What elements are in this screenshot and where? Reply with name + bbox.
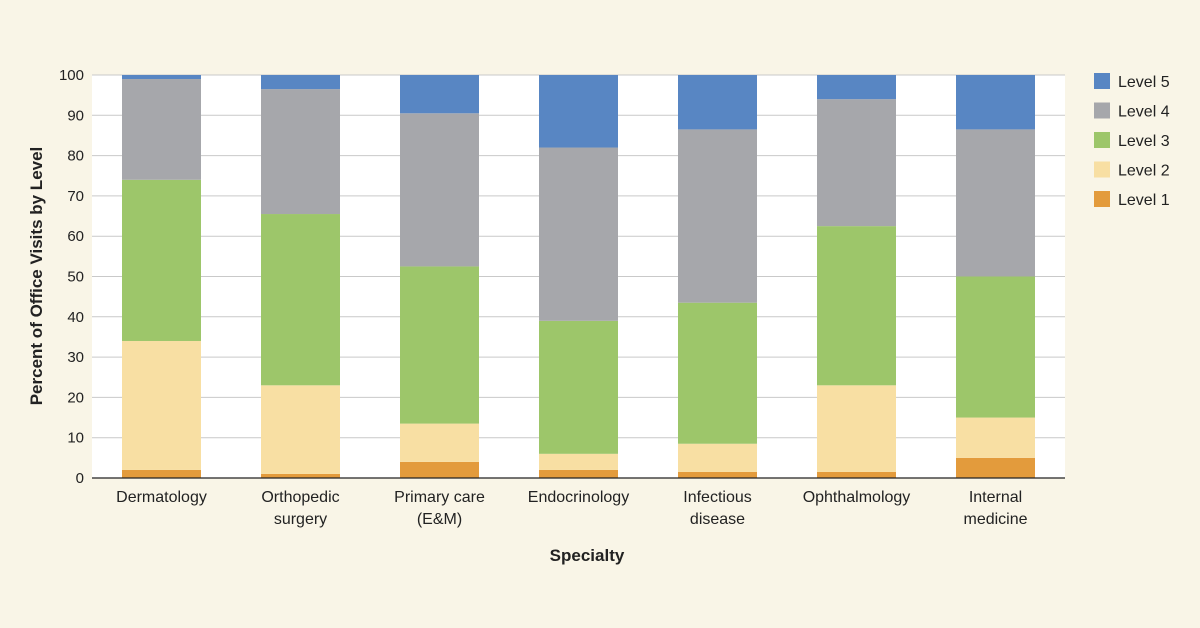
bar-segment [817, 75, 896, 100]
bar-segment [817, 471, 896, 478]
bar-segment [817, 385, 896, 472]
x-category-label: Orthopedic [261, 489, 339, 506]
legend-label: Level 3 [1118, 133, 1170, 150]
legend-label: Level 2 [1118, 163, 1170, 180]
x-category-label: medicine [963, 511, 1027, 528]
bar-segment [678, 443, 757, 472]
x-category-label: Primary care [394, 489, 485, 506]
legend: Level 5 Level 4 Level 3 Level 2 Level 1 [1094, 73, 1170, 209]
bar-segment [956, 276, 1035, 418]
y-axis-title: Percent of Office Visits by Level [27, 147, 46, 406]
x-category-label: surgery [274, 511, 327, 528]
bar-segment [122, 179, 201, 341]
bar-segment [817, 99, 896, 227]
bar-segment [261, 473, 340, 478]
bar-segment [678, 302, 757, 444]
bar-segment [261, 385, 340, 474]
bar-segment [956, 75, 1035, 130]
legend-swatch [1094, 161, 1110, 178]
bar-segment [956, 457, 1035, 478]
legend-label: Level 1 [1118, 192, 1170, 209]
bar-segment [539, 453, 618, 470]
x-axis-title: Specialty [550, 546, 625, 565]
bars [122, 75, 1035, 478]
bar-segment [122, 340, 201, 470]
bar-segment [122, 79, 201, 180]
bar-segment [539, 147, 618, 321]
y-axis-ticks: 0 10 20 30 40 50 60 70 80 90 100 [59, 67, 84, 487]
bar-segment [400, 461, 479, 478]
bar-segment [122, 75, 201, 80]
y-tick-label: 100 [59, 67, 84, 84]
x-category-label: (E&M) [417, 511, 462, 528]
bar-segment [261, 89, 340, 215]
bar-segment [956, 129, 1035, 277]
y-tick-label: 70 [67, 188, 84, 205]
bar-segment [261, 75, 340, 90]
x-category-label: disease [690, 511, 745, 528]
bar-segment [539, 469, 618, 478]
y-tick-label: 30 [67, 349, 84, 366]
y-tick-label: 50 [67, 269, 84, 286]
bar-segment [261, 214, 340, 386]
bar-segment [956, 417, 1035, 458]
bar-segment [539, 320, 618, 454]
bar-segment [400, 266, 479, 424]
y-tick-label: 0 [76, 470, 84, 487]
legend-swatch [1094, 191, 1110, 207]
y-tick-label: 60 [67, 228, 84, 245]
bar-segment [817, 226, 896, 386]
y-tick-label: 90 [67, 107, 84, 124]
x-axis-categories: Dermatology Orthopedic surgery Primary care… [116, 489, 1027, 528]
bar-segment [678, 129, 757, 303]
legend-swatch [1094, 132, 1110, 148]
bar-segment [678, 471, 757, 478]
bar-segment [400, 423, 479, 462]
y-tick-label: 20 [67, 389, 84, 406]
bar-segment [122, 469, 201, 478]
legend-label: Level 5 [1118, 74, 1170, 91]
legend-swatch [1094, 102, 1110, 119]
bar-segment [539, 75, 618, 148]
legend-label: Level 4 [1118, 104, 1170, 121]
bar-segment [400, 75, 479, 114]
bar-segment [678, 75, 757, 130]
x-category-label: Internal [969, 489, 1022, 506]
y-tick-label: 40 [67, 309, 84, 326]
y-tick-label: 10 [67, 430, 84, 447]
x-category-label: Dermatology [116, 489, 207, 506]
y-tick-label: 80 [67, 148, 84, 165]
x-category-label: Ophthalmology [803, 489, 911, 506]
bar-segment [400, 113, 479, 267]
x-category-label: Endocrinology [528, 489, 629, 506]
legend-swatch [1094, 73, 1110, 89]
x-category-label: Infectious [683, 489, 751, 506]
